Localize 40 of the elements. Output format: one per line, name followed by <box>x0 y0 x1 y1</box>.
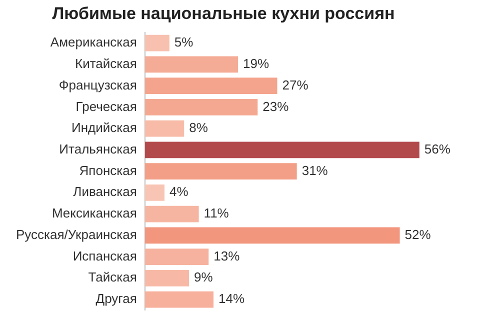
data-label: 4% <box>169 184 189 200</box>
bar <box>144 163 297 180</box>
bar <box>144 206 199 222</box>
y-tick-label: Тайская <box>88 270 137 285</box>
y-tick-label: Французская <box>58 77 137 92</box>
bar <box>144 270 189 286</box>
bar <box>144 248 209 265</box>
data-label: 11% <box>204 206 230 221</box>
bar <box>144 78 278 94</box>
data-label: 9% <box>194 270 214 285</box>
data-label: 52% <box>404 226 432 242</box>
y-tick-label: Русская/Украинская <box>16 226 137 242</box>
y-tick-label: Китайская <box>74 56 137 72</box>
data-label: 19% <box>243 56 270 72</box>
bar <box>144 56 238 73</box>
bar <box>144 184 164 201</box>
bar <box>144 291 214 308</box>
y-tick-label: Индийская <box>72 120 137 136</box>
bar <box>144 120 184 137</box>
bar <box>144 99 258 116</box>
bar <box>144 34 170 52</box>
y-tick-label: Ливанская <box>73 184 137 200</box>
bar <box>144 227 400 244</box>
y-tick-label: Испанская <box>72 248 137 264</box>
y-tick-label: Греческая <box>76 98 137 114</box>
bar <box>144 142 420 158</box>
data-label: 56% <box>424 142 451 157</box>
data-label: 14% <box>218 291 245 306</box>
data-label: 5% <box>174 34 194 50</box>
y-tick-label: Мексиканская <box>52 206 137 221</box>
data-label: 13% <box>214 248 240 264</box>
data-label: 8% <box>189 120 208 136</box>
data-label: 31% <box>302 162 328 178</box>
data-label: 23% <box>262 98 290 114</box>
chart-title: Любимые национальные кухни россиян <box>52 4 395 23</box>
y-tick-label: Японская <box>79 162 137 178</box>
y-tick-label: Другая <box>96 291 137 306</box>
y-tick-label: Американская <box>50 34 137 50</box>
data-label: 27% <box>282 77 309 92</box>
y-tick-label: Итальянская <box>59 142 137 157</box>
